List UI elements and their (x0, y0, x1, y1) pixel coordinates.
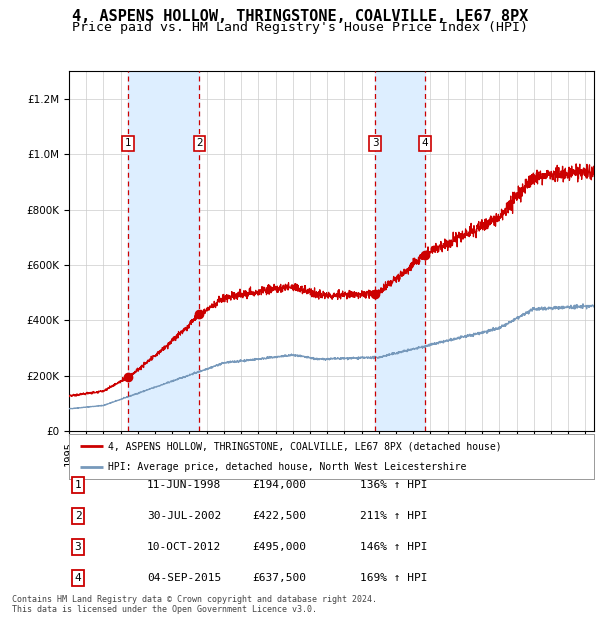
Text: 136% ↑ HPI: 136% ↑ HPI (360, 480, 427, 490)
Text: 211% ↑ HPI: 211% ↑ HPI (360, 511, 427, 521)
Text: 4, ASPENS HOLLOW, THRINGSTONE, COALVILLE, LE67 8PX: 4, ASPENS HOLLOW, THRINGSTONE, COALVILLE… (72, 9, 528, 24)
Text: 2: 2 (196, 138, 203, 148)
Bar (375, 71, 425, 431)
Text: 30-JUL-2002: 30-JUL-2002 (147, 511, 221, 521)
Text: 3: 3 (372, 138, 379, 148)
Text: 1: 1 (125, 138, 131, 148)
Text: £422,500: £422,500 (252, 511, 306, 521)
Text: £637,500: £637,500 (252, 573, 306, 583)
Bar (128, 71, 199, 431)
Text: 11-JUN-1998: 11-JUN-1998 (147, 480, 221, 490)
Text: 10-OCT-2012: 10-OCT-2012 (147, 542, 221, 552)
Text: £194,000: £194,000 (252, 480, 306, 490)
Text: This data is licensed under the Open Government Licence v3.0.: This data is licensed under the Open Gov… (12, 604, 317, 614)
Text: 4: 4 (74, 573, 82, 583)
Text: 146% ↑ HPI: 146% ↑ HPI (360, 542, 427, 552)
Text: 4, ASPENS HOLLOW, THRINGSTONE, COALVILLE, LE67 8PX (detached house): 4, ASPENS HOLLOW, THRINGSTONE, COALVILLE… (109, 441, 502, 451)
Text: 1: 1 (74, 480, 82, 490)
Text: Contains HM Land Registry data © Crown copyright and database right 2024.: Contains HM Land Registry data © Crown c… (12, 595, 377, 604)
Text: 169% ↑ HPI: 169% ↑ HPI (360, 573, 427, 583)
Text: 2: 2 (74, 511, 82, 521)
Text: 3: 3 (74, 542, 82, 552)
Text: 04-SEP-2015: 04-SEP-2015 (147, 573, 221, 583)
Text: £495,000: £495,000 (252, 542, 306, 552)
Text: Price paid vs. HM Land Registry's House Price Index (HPI): Price paid vs. HM Land Registry's House … (72, 21, 528, 34)
Text: 4: 4 (421, 138, 428, 148)
Text: HPI: Average price, detached house, North West Leicestershire: HPI: Average price, detached house, Nort… (109, 461, 467, 472)
